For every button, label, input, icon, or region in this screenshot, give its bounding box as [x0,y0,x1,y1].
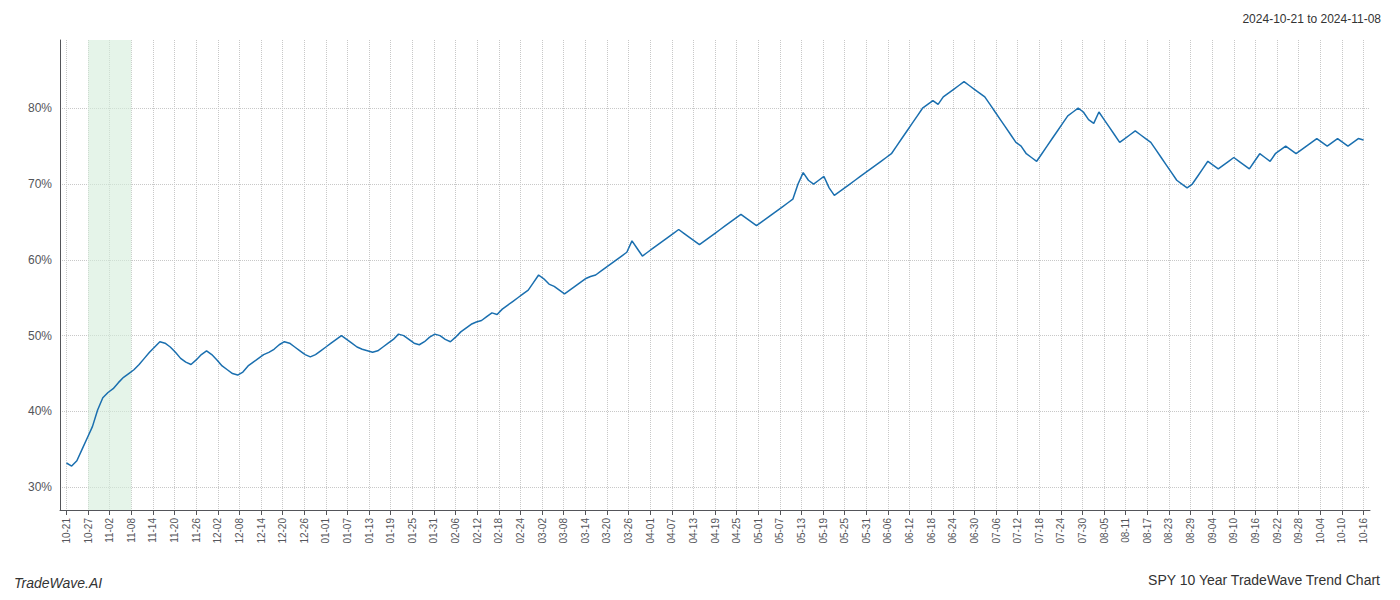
svg-text:05-07: 05-07 [774,518,785,544]
svg-text:11-14: 11-14 [147,518,158,543]
svg-text:12-26: 12-26 [299,518,310,544]
svg-text:10-21: 10-21 [61,518,72,544]
svg-text:05-31: 05-31 [861,518,872,544]
svg-text:04-07: 04-07 [666,518,677,544]
svg-text:11-02: 11-02 [104,518,115,543]
svg-text:04-13: 04-13 [688,518,699,544]
svg-text:11-20: 11-20 [169,518,180,543]
svg-text:05-19: 05-19 [818,518,829,544]
svg-text:07-12: 07-12 [1012,518,1023,544]
svg-text:12-20: 12-20 [277,518,288,544]
svg-text:07-24: 07-24 [1055,518,1066,544]
svg-text:08-23: 08-23 [1163,518,1174,544]
svg-text:02-18: 02-18 [493,518,504,544]
svg-text:07-18: 07-18 [1034,518,1045,544]
svg-text:02-24: 02-24 [515,518,526,544]
svg-text:40%: 40% [28,404,52,418]
svg-text:03-14: 03-14 [580,518,591,544]
svg-text:09-22: 09-22 [1272,518,1283,544]
svg-text:04-25: 04-25 [731,518,742,544]
svg-text:10-27: 10-27 [83,518,94,544]
svg-text:11-08: 11-08 [126,518,137,543]
svg-text:SPY 10 Year TradeWave Trend Ch: SPY 10 Year TradeWave Trend Chart [1148,572,1380,588]
svg-text:12-02: 12-02 [212,518,223,544]
svg-text:10-10: 10-10 [1336,518,1347,544]
svg-text:06-06: 06-06 [882,518,893,544]
svg-text:08-29: 08-29 [1185,518,1196,544]
svg-text:12-14: 12-14 [256,518,267,544]
svg-text:06-24: 06-24 [947,518,958,544]
svg-text:06-12: 06-12 [904,518,915,544]
svg-text:08-11: 08-11 [1120,518,1131,543]
svg-text:07-30: 07-30 [1077,518,1088,544]
svg-text:11-26: 11-26 [191,518,202,543]
svg-text:09-04: 09-04 [1207,518,1218,544]
svg-text:06-30: 06-30 [969,518,980,544]
svg-text:03-20: 03-20 [601,518,612,544]
svg-text:30%: 30% [28,480,52,494]
svg-text:04-01: 04-01 [645,518,656,544]
svg-text:08-17: 08-17 [1142,518,1153,544]
svg-text:04-19: 04-19 [710,518,721,544]
svg-text:09-28: 09-28 [1293,518,1304,544]
svg-text:02-06: 02-06 [450,518,461,544]
svg-text:09-10: 09-10 [1228,518,1239,544]
svg-text:03-26: 03-26 [623,518,634,544]
svg-text:08-05: 08-05 [1099,518,1110,544]
svg-text:05-25: 05-25 [839,518,850,544]
svg-text:03-02: 03-02 [537,518,548,544]
svg-text:10-16: 10-16 [1358,518,1369,544]
svg-text:60%: 60% [28,253,52,267]
svg-text:05-13: 05-13 [796,518,807,544]
svg-text:01-07: 01-07 [342,518,353,544]
svg-text:2024-10-21 to 2024-11-08: 2024-10-21 to 2024-11-08 [1242,12,1381,26]
svg-text:10-04: 10-04 [1315,518,1326,544]
svg-text:70%: 70% [28,177,52,191]
svg-text:01-13: 01-13 [364,518,375,544]
svg-text:TradeWave.AI: TradeWave.AI [14,575,102,591]
svg-text:06-18: 06-18 [926,518,937,544]
svg-text:01-19: 01-19 [385,518,396,544]
svg-text:01-25: 01-25 [407,518,418,544]
svg-text:12-08: 12-08 [234,518,245,544]
svg-text:01-31: 01-31 [428,518,439,544]
svg-text:02-12: 02-12 [472,518,483,544]
svg-text:05-01: 05-01 [753,518,764,544]
svg-text:80%: 80% [28,101,52,115]
svg-text:50%: 50% [28,329,52,343]
svg-text:09-16: 09-16 [1250,518,1261,544]
svg-text:07-06: 07-06 [991,518,1002,544]
svg-text:03-08: 03-08 [558,518,569,544]
svg-text:01-01: 01-01 [320,518,331,544]
